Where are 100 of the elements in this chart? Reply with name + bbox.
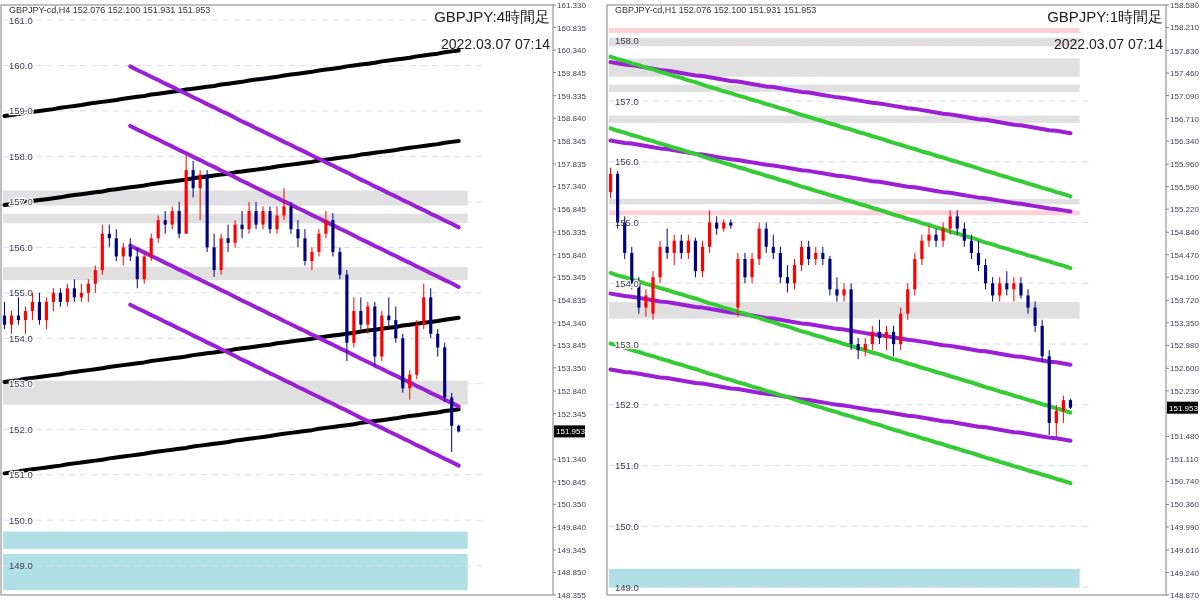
candlestick (686, 234, 690, 260)
candlestick (156, 215, 160, 244)
candlestick (23, 305, 28, 335)
y2-tick-label: 156.340 (1170, 137, 1200, 147)
candlestick (2, 301, 7, 330)
candlestick (991, 276, 995, 303)
candlestick (842, 282, 846, 303)
y2-tick-label: 152.840 (557, 387, 587, 397)
line-series (608, 126, 1073, 271)
candlestick (114, 228, 118, 262)
y-tick-label: 152.0 (9, 423, 33, 435)
y2-tick-label: 151.110 (1170, 454, 1199, 464)
candlestick (920, 234, 924, 266)
candlestick (934, 228, 938, 248)
y-tick-label: 157.0 (615, 95, 639, 107)
chart-title: GBPJPY-cd,H1 152.076 152.100 151.931 151.953 (615, 5, 817, 15)
candlestick (1054, 404, 1058, 437)
y2-tick-label: 151.340 (557, 455, 587, 465)
candlestick (976, 240, 981, 272)
candlestick (679, 234, 683, 260)
y2-tick-label: 154.835 (557, 296, 587, 306)
y2-tick-label: 153.350 (557, 363, 587, 373)
y2-tick-label: 154.100 (1170, 273, 1200, 283)
candlestick (51, 287, 55, 312)
annotation: 2022.03.07 07:14 (441, 36, 551, 52)
y2-tick-label: 152.980 (1170, 341, 1200, 351)
candlestick (764, 222, 768, 254)
y2-tick-label: 156.710 (1170, 114, 1200, 124)
candlestick (877, 319, 882, 345)
y2-tick-label: 152.600 (1170, 364, 1200, 374)
candlestick (835, 276, 839, 303)
line-series (608, 60, 1073, 136)
y-tick-label: 156.0 (9, 241, 33, 253)
candlestick (948, 209, 952, 236)
y2-tick-label: 150.350 (557, 500, 587, 510)
candlestick (743, 252, 747, 284)
candlestick (771, 234, 775, 260)
y-tick-label: 161.0 (9, 14, 33, 26)
candlestick (163, 210, 167, 235)
y-tick-label: 149.0 (615, 581, 639, 593)
line-series (2, 138, 461, 208)
candlestick (891, 325, 896, 357)
y2-tick-label: 149.840 (557, 523, 587, 533)
candlestick (275, 205, 279, 235)
candlestick (807, 240, 811, 266)
candlestick (170, 205, 174, 230)
candlestick (142, 251, 146, 285)
candlestick (44, 296, 48, 330)
candlestick (317, 228, 321, 257)
y-tick-label: 156.0 (615, 156, 639, 168)
y2-tick-label: 152.345 (557, 409, 587, 419)
y-tick-label: 151.0 (615, 460, 639, 472)
y-tick-label: 150.0 (615, 520, 639, 532)
y2-tick-label: 153.845 (557, 341, 587, 351)
y2-tick-label: 156.845 (557, 204, 587, 214)
candlestick (72, 278, 76, 303)
y-tick-label: 155.0 (9, 287, 33, 299)
candlestick (983, 258, 988, 290)
y-tick-label: 159.0 (9, 105, 33, 117)
y2-tick-label: 153.720 (1170, 296, 1200, 306)
y-tick-label: 153.0 (615, 338, 639, 350)
candlestick (1061, 395, 1065, 424)
candlestick (927, 225, 931, 248)
y2-tick-label: 155.220 (1170, 205, 1200, 215)
candlestick (1026, 288, 1030, 315)
candlestick (254, 201, 258, 230)
y2-tick-label: 157.460 (1170, 69, 1200, 79)
candlestick (785, 264, 790, 293)
candlestick (149, 233, 153, 262)
chart-title: GBPJPY-cd,H4 152.076 152.100 151.931 151.953 (9, 5, 211, 15)
y2-tick-label: 159.845 (557, 68, 587, 78)
y2-tick-label: 157.340 (557, 182, 587, 192)
y2-tick-label: 154.340 (557, 318, 587, 328)
candlestick (338, 246, 342, 280)
candlestick (1033, 301, 1037, 333)
candlestick (135, 246, 139, 289)
candlestick (310, 246, 314, 271)
y2-tick-label: 149.990 (1170, 522, 1200, 532)
candlestick (359, 296, 363, 330)
y2-tick-label: 155.840 (557, 250, 587, 260)
y2-tick-label: 157.835 (557, 159, 587, 169)
candlestick (1019, 276, 1023, 299)
y2-tick-label: 154.840 (1170, 228, 1200, 238)
chart-subtitle: GBPJPY:1時間足 (1047, 8, 1163, 25)
candlestick (408, 369, 412, 401)
candlestick (1012, 276, 1016, 303)
y2-tick-label: 158.840 (557, 114, 587, 124)
candlestick (870, 325, 874, 351)
chart-subtitle: GBPJPY:4時間足 (434, 8, 550, 25)
line-series (608, 367, 1073, 443)
candlestick (1005, 270, 1009, 296)
y2-tick-label: 149.345 (557, 545, 587, 555)
y2-tick-label: 161.330 (557, 1, 587, 10)
line-series (128, 123, 461, 289)
candlestick (998, 276, 1002, 303)
y2-tick-label: 150.845 (557, 477, 587, 487)
candlestick (366, 301, 370, 335)
candlestick (715, 215, 719, 236)
y2-tick-label: 151.480 (1170, 432, 1200, 442)
y-tick-label: 158.0 (615, 34, 639, 46)
